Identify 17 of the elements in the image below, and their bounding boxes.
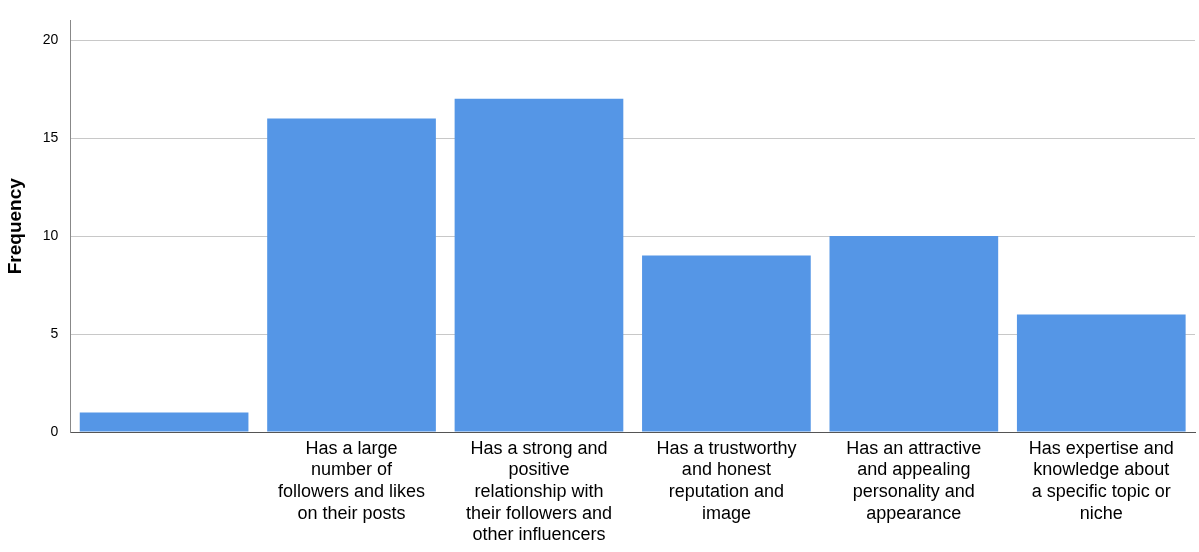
bar [454,98,624,432]
x-tick-label: Has an attractive and appealing personality and appearance [846,437,982,523]
x-tick-label: Has a large number of followers and likes on their posts [277,437,426,523]
x-tick-label: Has expertise and knowledge about a specific topic or niche [1028,437,1174,523]
bar [79,412,249,432]
y-tick-label: 0 [50,422,59,439]
y-tick-label: 10 [42,226,59,243]
y-tick-label: 20 [42,30,59,47]
x-tick-label: Has a trustworthy and honest reputation and image [656,437,797,523]
x-tick-label: Has a strong and positive relationship with their followers and other influencers [465,437,613,545]
bar [267,118,436,432]
y-tick-label: 15 [42,128,59,145]
bar [642,255,811,432]
bar [829,236,999,432]
y-axis-title: Frequency [3,177,25,275]
bar [1016,314,1186,432]
y-tick-label: 5 [50,324,59,341]
